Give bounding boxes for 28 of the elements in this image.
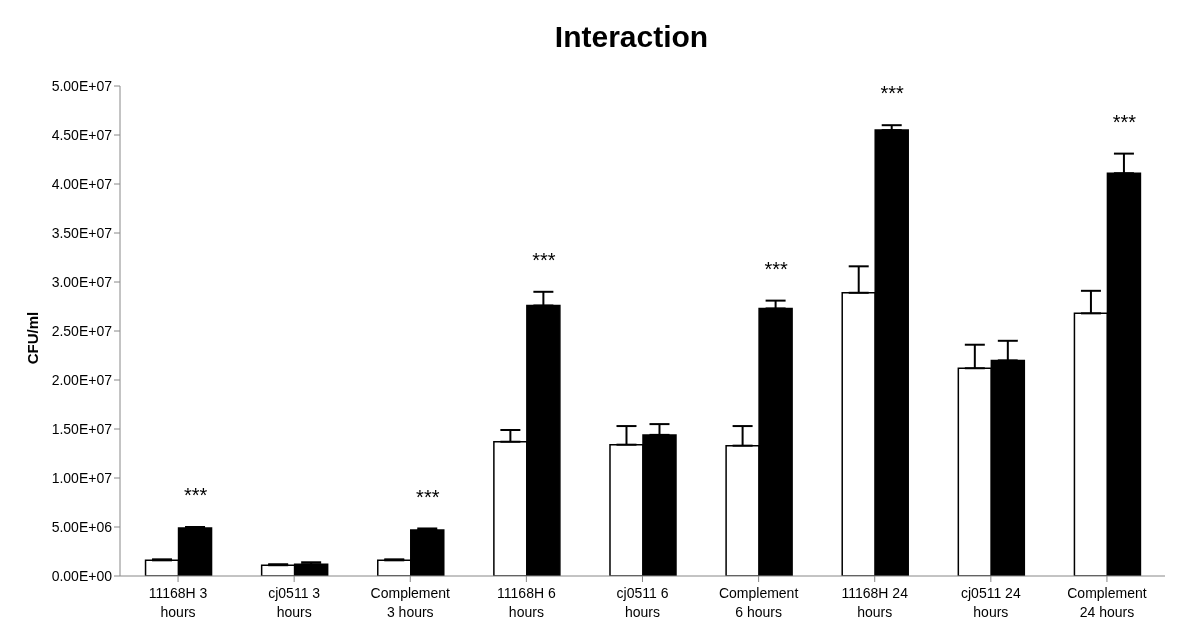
chart-title: Interaction <box>553 19 710 55</box>
annotation: *** <box>532 249 556 272</box>
annotation: *** <box>880 82 905 105</box>
x-tick-label: cj0511 3 hours <box>268 585 321 620</box>
y-tick-label: 4.00E+07 <box>51 175 113 192</box>
x-tick-label: Complement 6 hours <box>718 585 799 620</box>
y-tick-label: 1.50E+07 <box>51 420 113 437</box>
x-tick-label: 11168H 24 hours <box>841 585 909 620</box>
y-tick-label: 5.00E+06 <box>51 518 113 535</box>
annotation: *** <box>764 257 788 280</box>
y-tick-label: 3.50E+07 <box>51 224 113 241</box>
x-tick-label: cj0511 24 hours <box>960 585 1021 620</box>
y-tick-label: 5.00E+07 <box>51 77 113 94</box>
annotation: *** <box>416 485 440 508</box>
y-tick-label: 4.50E+07 <box>51 126 113 143</box>
x-tick-label: Complement 3 hours <box>370 585 451 620</box>
x-tick-label: 11168H 6 hours <box>497 585 556 620</box>
annotation: *** <box>183 484 208 507</box>
x-tick-label: 11168H 3 hours <box>148 585 208 620</box>
x-tick-label: cj0511 6 hours <box>616 585 669 620</box>
annotation: *** <box>1112 110 1137 133</box>
y-tick-label: 2.00E+07 <box>51 371 113 388</box>
x-tick-label: Complement 24 hours <box>1067 585 1147 620</box>
y-axis-title: CFU/ml <box>23 311 41 365</box>
y-tick-label: 2.50E+07 <box>51 322 113 339</box>
y-tick-label: 1.00E+07 <box>51 469 113 486</box>
y-tick-label: 0.00E+00 <box>51 567 113 584</box>
y-tick-label: 3.00E+07 <box>51 273 113 290</box>
